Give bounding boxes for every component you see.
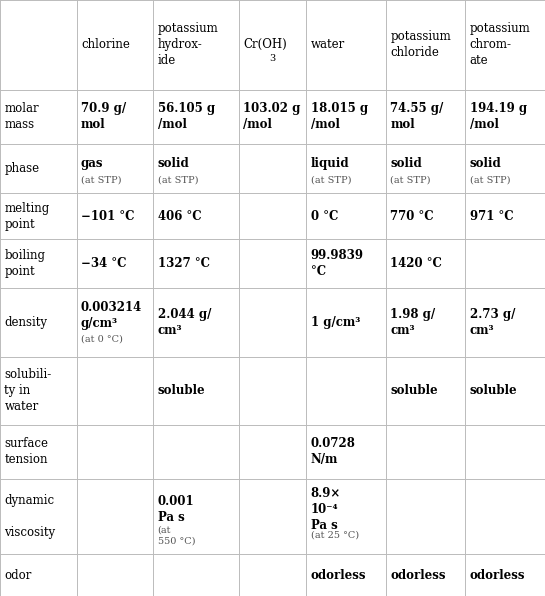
- Text: (at 25 °C): (at 25 °C): [311, 531, 359, 540]
- Text: 1 g/cm³: 1 g/cm³: [311, 316, 360, 329]
- Text: dynamic

viscosity: dynamic viscosity: [4, 494, 56, 539]
- Text: 18.015 g
/mol: 18.015 g /mol: [311, 103, 368, 131]
- Text: 2.73 g/
cm³: 2.73 g/ cm³: [470, 308, 515, 337]
- Text: (at
550 °C): (at 550 °C): [158, 526, 195, 545]
- Text: odorless: odorless: [390, 569, 446, 582]
- Text: solid: solid: [158, 157, 189, 170]
- Text: potassium
chrom-
ate: potassium chrom- ate: [470, 23, 531, 67]
- Text: 0.0728
N/m: 0.0728 N/m: [311, 437, 356, 466]
- Text: 971 °C: 971 °C: [470, 210, 513, 222]
- Text: 56.105 g
/mol: 56.105 g /mol: [158, 103, 215, 131]
- Text: (at 0 °C): (at 0 °C): [81, 335, 123, 344]
- Text: 103.02 g
/mol: 103.02 g /mol: [243, 103, 300, 131]
- Text: odor: odor: [4, 569, 32, 582]
- Text: (at STP): (at STP): [158, 176, 198, 185]
- Text: (at STP): (at STP): [470, 176, 510, 185]
- Text: molar
mass: molar mass: [4, 103, 39, 131]
- Text: chlorine: chlorine: [81, 38, 130, 51]
- Text: 194.19 g
/mol: 194.19 g /mol: [470, 103, 527, 131]
- Text: 74.55 g/
mol: 74.55 g/ mol: [390, 103, 444, 131]
- Text: 2.044 g/
cm³: 2.044 g/ cm³: [158, 308, 211, 337]
- Text: melting
point: melting point: [4, 201, 50, 231]
- Text: soluble: soluble: [390, 384, 438, 398]
- Text: surface
tension: surface tension: [4, 437, 49, 466]
- Text: odorless: odorless: [470, 569, 525, 582]
- Text: water: water: [311, 38, 345, 51]
- Text: potassium
chloride: potassium chloride: [390, 30, 451, 60]
- Text: Cr(OH): Cr(OH): [243, 38, 287, 51]
- Text: (at STP): (at STP): [311, 176, 351, 185]
- Text: density: density: [4, 316, 47, 329]
- Text: 3: 3: [269, 54, 275, 63]
- Text: solid: solid: [470, 157, 501, 170]
- Text: gas: gas: [81, 157, 104, 170]
- Text: 99.9839
°C: 99.9839 °C: [311, 249, 364, 278]
- Text: solid: solid: [390, 157, 422, 170]
- Text: potassium
hydrox-
ide: potassium hydrox- ide: [158, 23, 219, 67]
- Text: 1420 °C: 1420 °C: [390, 257, 442, 271]
- Text: solubili-
ty in
water: solubili- ty in water: [4, 368, 52, 413]
- Text: boiling
point: boiling point: [4, 249, 45, 278]
- Text: 70.9 g/
mol: 70.9 g/ mol: [81, 103, 126, 131]
- Text: −101 °C: −101 °C: [81, 210, 135, 222]
- Text: 0.001
Pa s: 0.001 Pa s: [158, 495, 194, 523]
- Text: 770 °C: 770 °C: [390, 210, 434, 222]
- Text: 0 °C: 0 °C: [311, 210, 338, 222]
- Text: 8.9×
10⁻⁴
Pa s: 8.9× 10⁻⁴ Pa s: [311, 486, 341, 532]
- Text: 406 °C: 406 °C: [158, 210, 201, 222]
- Text: liquid: liquid: [311, 157, 349, 170]
- Text: 1.98 g/
cm³: 1.98 g/ cm³: [390, 308, 435, 337]
- Text: phase: phase: [4, 162, 39, 175]
- Text: odorless: odorless: [311, 569, 366, 582]
- Text: soluble: soluble: [470, 384, 517, 398]
- Text: 0.003214
g/cm³: 0.003214 g/cm³: [81, 301, 142, 330]
- Text: (at STP): (at STP): [81, 176, 122, 185]
- Text: 1327 °C: 1327 °C: [158, 257, 209, 271]
- Text: −34 °C: −34 °C: [81, 257, 126, 271]
- Text: (at STP): (at STP): [390, 176, 431, 185]
- Text: soluble: soluble: [158, 384, 205, 398]
